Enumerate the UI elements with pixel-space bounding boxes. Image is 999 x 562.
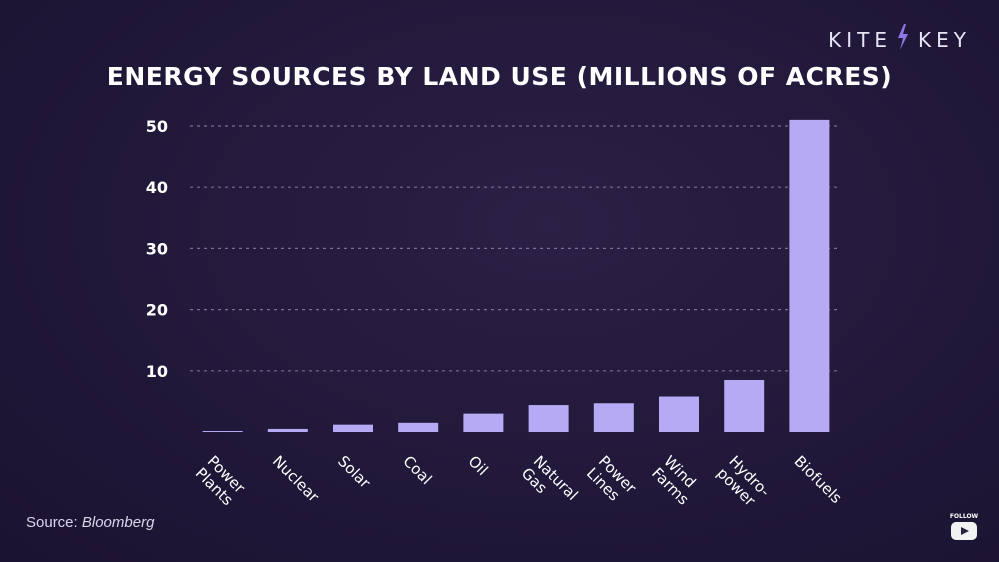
bar xyxy=(724,379,765,432)
brand-logo: KITE KEY xyxy=(828,24,971,55)
bar xyxy=(267,428,308,432)
lightning-bolt-icon xyxy=(896,24,910,55)
source-credit: Source: Bloomberg xyxy=(26,514,154,531)
brand-text-left: KITE xyxy=(828,27,893,52)
x-tick-label: Hydro-power xyxy=(713,452,773,512)
y-axis-ticks: 10 20 30 40 50 xyxy=(146,117,168,381)
bar xyxy=(789,119,830,432)
x-axis-labels: PowerPlants Nuclear Solar Coal Oil NaturalGas… xyxy=(192,452,846,516)
source-name: Bloomberg xyxy=(81,514,155,531)
y-tick-label: 10 xyxy=(146,362,168,381)
chart-title: ENERGY SOURCES BY LAND USE (MILLIONS OF … xyxy=(106,62,893,91)
bar xyxy=(463,413,504,432)
follow-badge[interactable]: FOLLOW xyxy=(949,513,979,544)
bar xyxy=(333,424,373,432)
bar xyxy=(593,403,634,432)
source-prefix: Source: xyxy=(26,514,82,531)
x-tick-label: Coal xyxy=(399,452,435,488)
x-tick-label: Nuclear xyxy=(269,452,323,506)
axes xyxy=(184,118,838,435)
x-tick-label: Biofuels xyxy=(791,452,846,507)
x-tick-label: PowerPlants xyxy=(192,452,249,509)
youtube-icon[interactable] xyxy=(951,522,977,540)
bar xyxy=(659,396,699,432)
y-tick-label: 30 xyxy=(146,239,168,258)
x-tick-label: WindFarms xyxy=(648,452,705,509)
x-tick-label: NaturalGas xyxy=(518,452,582,516)
bars xyxy=(202,119,830,432)
y-tick-label: 20 xyxy=(146,301,168,320)
gridlines xyxy=(190,125,838,372)
bar xyxy=(528,405,569,432)
y-tick-label: 50 xyxy=(146,117,168,136)
x-tick-label: PowerLines xyxy=(583,452,640,509)
x-tick-label: Solar xyxy=(334,452,374,492)
y-tick-label: 40 xyxy=(146,178,168,197)
bar xyxy=(398,422,439,432)
x-tick-label: Oil xyxy=(465,452,492,479)
follow-label: FOLLOW xyxy=(949,513,979,520)
brand-text-right: KEY xyxy=(918,27,971,52)
bar xyxy=(202,431,243,432)
